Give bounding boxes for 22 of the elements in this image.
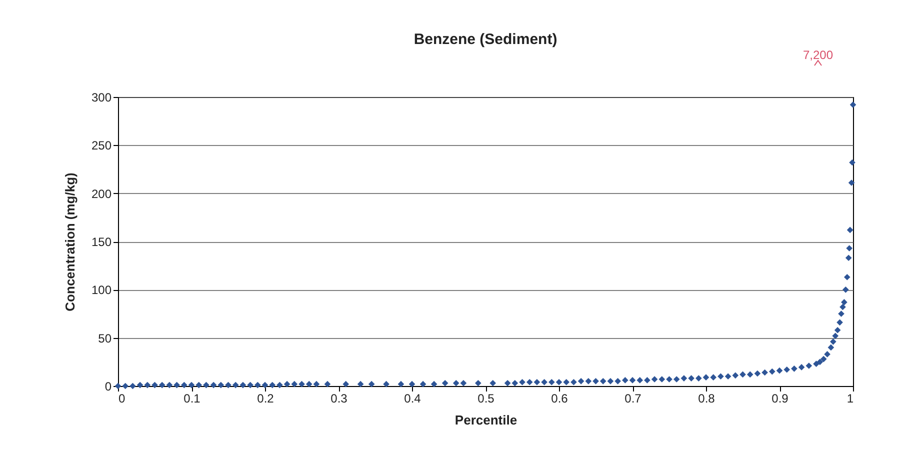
x-tick-label: 0.2: [257, 392, 274, 406]
x-tick-label: 0.3: [330, 392, 348, 406]
chart-title: Benzene (Sediment): [414, 31, 558, 48]
x-tick-label: 0.4: [404, 392, 422, 406]
y-tick-label: 0: [104, 380, 112, 394]
y-tick-label: 100: [91, 283, 112, 298]
y-tick-label: 200: [91, 186, 112, 201]
x-tick-label: 0.8: [698, 392, 716, 406]
text: 7,200: [802, 48, 834, 62]
y-tick-label: 250: [91, 138, 112, 153]
x-tick-label: 0.1: [184, 392, 201, 406]
y-tick-label: 300: [91, 90, 112, 104]
x-tick-label: 0.7: [624, 392, 642, 406]
x-tick-label: 0.9: [772, 392, 789, 406]
y-axis-title: Concentration (mg/kg): [62, 172, 78, 312]
y-tick-label: 50: [98, 331, 112, 346]
x-tick-label: 0.5: [478, 392, 495, 406]
y-tick-label: 150: [91, 235, 112, 249]
x-tick-label: 1: [846, 392, 854, 406]
x-axis-title: Percentile: [454, 412, 518, 428]
x-tick-label: 0: [118, 392, 126, 406]
x-tick-label: 0.6: [551, 392, 568, 406]
